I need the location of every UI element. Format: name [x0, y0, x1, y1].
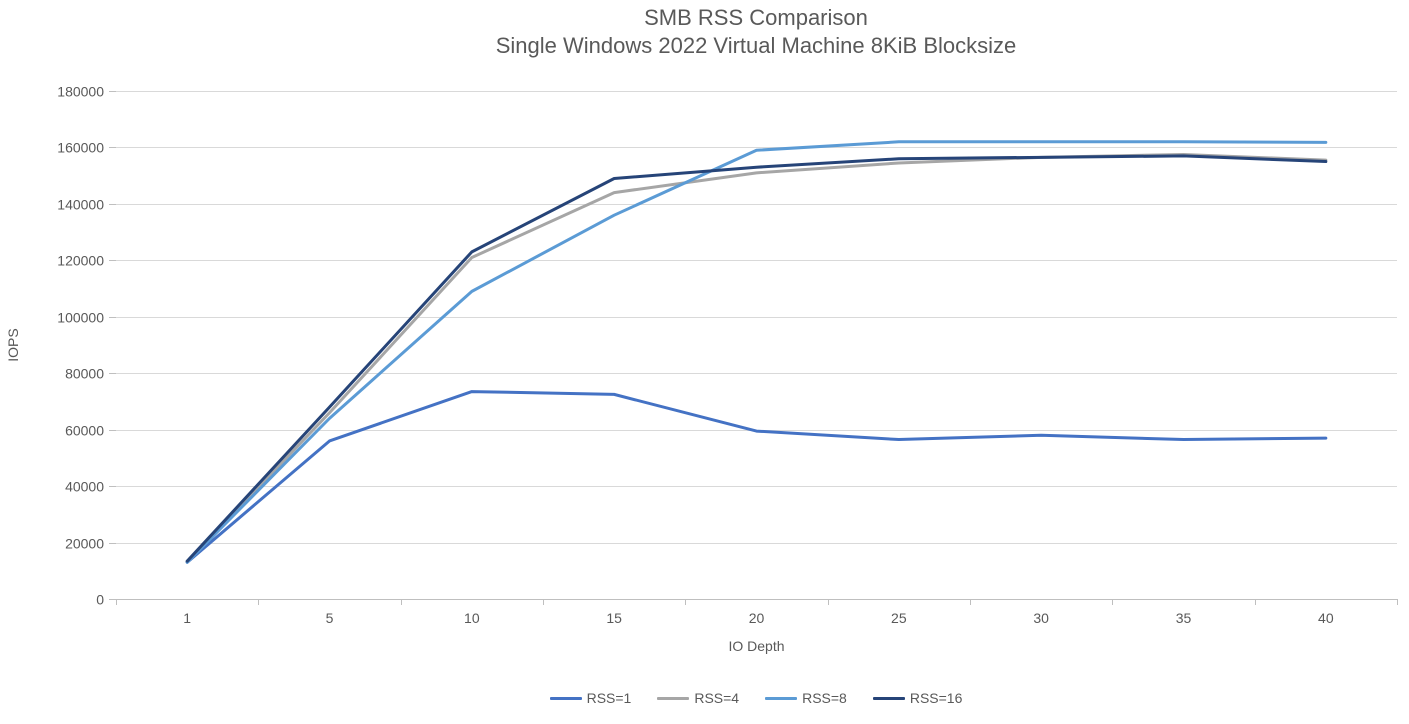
series-line-rss16 [185, 154, 1328, 563]
legend-label: RSS=4 [694, 690, 740, 706]
y-tick-label: 80000 [65, 366, 104, 382]
series-line-rss8 [185, 140, 1328, 564]
legend-swatch-icon [765, 696, 798, 700]
legend-item-rss8: RSS=8 [765, 690, 847, 706]
y-tick-label: 160000 [57, 140, 104, 156]
legend-swatch-icon [549, 696, 582, 700]
series-line-rss4 [185, 153, 1328, 564]
x-tick-label: 35 [1176, 610, 1192, 626]
x-tick-label: 30 [1033, 610, 1049, 626]
legend-label: RSS=1 [586, 690, 632, 706]
legend-swatch-icon [657, 696, 690, 700]
y-tick-label: 180000 [57, 84, 104, 100]
legend-label: RSS=8 [802, 690, 847, 706]
x-tick-label: 20 [749, 610, 765, 626]
legend-item-rss16: RSS=16 [872, 690, 963, 706]
x-tick-label: 10 [464, 610, 480, 626]
legend-item-rss4: RSS=4 [657, 690, 739, 706]
y-axis-title: IOPS [5, 328, 21, 361]
chart-legend: RSS=1 RSS=4 RSS=8 RSS=16 [110, 690, 1402, 706]
legend-item-rss1: RSS=1 [549, 690, 632, 706]
legend-label: RSS=16 [909, 690, 963, 706]
y-tick-label: 100000 [57, 310, 104, 326]
chart-title-block: SMB RSS Comparison Single Windows 2022 V… [110, 4, 1402, 60]
chart-title: SMB RSS Comparison [644, 5, 868, 30]
x-axis-title: IO Depth [728, 638, 784, 654]
legend-swatch-icon [872, 696, 905, 700]
x-tick-label: 1 [183, 610, 191, 626]
y-tick-label: 120000 [57, 253, 104, 269]
y-tick-label: 0 [96, 592, 104, 608]
chart-subtitle: Single Windows 2022 Virtual Machine 8KiB… [495, 33, 1017, 58]
y-tick-label: 60000 [65, 423, 104, 439]
y-tick-label: 40000 [65, 479, 104, 495]
y-tick-label: 140000 [57, 197, 104, 213]
x-tick-label: 15 [606, 610, 622, 626]
y-tick-label: 20000 [65, 536, 104, 552]
x-tick-label: 25 [891, 610, 907, 626]
x-tick-label: 5 [326, 610, 334, 626]
x-tick-label: 40 [1318, 610, 1334, 626]
series-line-rss1 [185, 390, 1328, 564]
